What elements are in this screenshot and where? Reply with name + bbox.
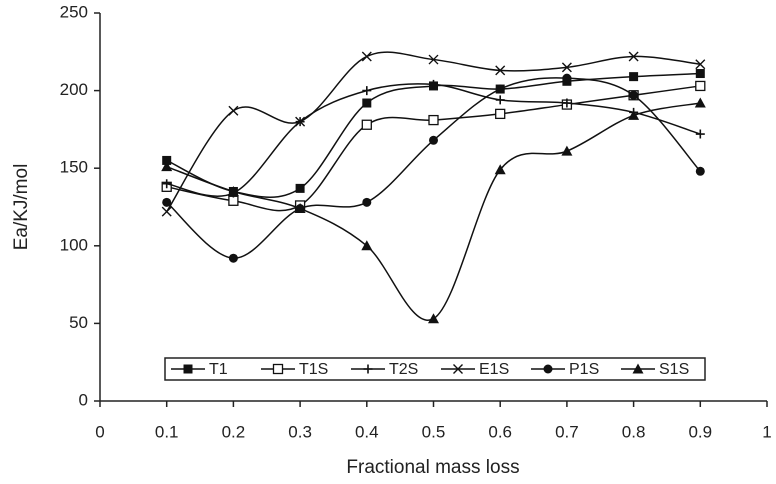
x-tick-label: 0.6 <box>488 422 512 441</box>
y-axis-label: Ea/KJ/mol <box>11 164 32 251</box>
marker <box>543 364 553 374</box>
y-tick-label: 200 <box>60 80 88 99</box>
marker <box>495 95 505 105</box>
y-tick-label: 150 <box>60 158 88 177</box>
marker <box>162 179 172 189</box>
marker <box>695 59 706 70</box>
marker <box>272 363 284 375</box>
marker <box>362 197 372 207</box>
marker <box>628 109 640 120</box>
marker <box>162 155 172 165</box>
legend-label: T1 <box>209 361 228 378</box>
marker <box>629 72 639 82</box>
marker <box>629 90 639 100</box>
marker <box>183 364 193 374</box>
marker <box>428 54 439 65</box>
marker <box>495 108 506 120</box>
y-tick-label: 50 <box>69 313 88 332</box>
marker <box>429 135 438 145</box>
marker <box>695 80 706 92</box>
marker <box>453 364 463 374</box>
series-line <box>166 77 701 259</box>
marker <box>562 73 572 83</box>
legend-label: P1S <box>569 361 599 378</box>
marker <box>162 197 172 207</box>
y-tick-label: 100 <box>60 235 88 254</box>
series-line <box>166 85 701 212</box>
marker <box>428 114 439 126</box>
marker <box>562 98 572 108</box>
marker <box>694 97 706 108</box>
legend-label: S1S <box>659 361 689 378</box>
marker <box>495 65 506 76</box>
series-line <box>166 51 701 213</box>
marker <box>228 253 238 263</box>
marker <box>361 119 372 130</box>
marker <box>228 105 239 116</box>
series-line <box>166 102 701 322</box>
marker <box>628 51 639 62</box>
marker <box>561 62 572 73</box>
y-tick-label: 0 <box>79 390 88 409</box>
marker <box>361 240 373 251</box>
x-tick-label: 0.9 <box>688 422 712 441</box>
x-tick-label: 0.7 <box>555 422 579 441</box>
marker <box>363 364 373 374</box>
marker <box>695 129 705 139</box>
legend-label: T1S <box>299 361 328 378</box>
x-tick-label: 0 <box>95 422 104 441</box>
marker <box>294 203 306 214</box>
marker <box>295 116 306 127</box>
x-tick-label: 0.2 <box>222 422 246 441</box>
legend-box <box>164 357 706 381</box>
marker <box>495 84 505 94</box>
marker <box>429 79 438 89</box>
x-tick-label: 0.8 <box>622 422 646 441</box>
marker <box>161 206 172 217</box>
x-tick-label: 1 <box>762 422 771 441</box>
marker <box>295 183 305 193</box>
marker <box>494 164 506 175</box>
x-tick-label: 0.3 <box>288 422 312 441</box>
marker <box>695 69 705 79</box>
marker <box>561 145 573 156</box>
marker <box>228 195 239 206</box>
legend: T1 T1S T2S E1S P1S S1S <box>164 357 706 381</box>
x-tick-label: 0.4 <box>355 422 379 441</box>
marker <box>362 86 372 96</box>
legend-label: T2S <box>389 361 418 378</box>
x-tick-label: 0.1 <box>155 422 179 441</box>
legend-label: E1S <box>479 361 509 378</box>
marker <box>361 51 372 62</box>
x-tick-label: 0.5 <box>422 422 446 441</box>
marker <box>695 166 705 176</box>
marker <box>428 313 439 324</box>
series-line <box>166 72 701 199</box>
marker <box>632 363 644 374</box>
marker <box>362 98 372 108</box>
marker <box>227 185 239 196</box>
x-axis-label: Fractional mass loss <box>346 457 519 478</box>
marker <box>161 161 173 172</box>
y-tick-label: 250 <box>60 2 88 21</box>
